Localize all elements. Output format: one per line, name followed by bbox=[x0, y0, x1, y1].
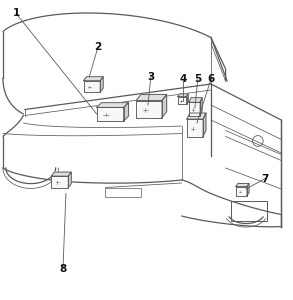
Polygon shape bbox=[247, 183, 249, 196]
Polygon shape bbox=[187, 113, 206, 119]
Text: 5: 5 bbox=[194, 74, 201, 85]
Polygon shape bbox=[68, 172, 71, 188]
Polygon shape bbox=[189, 98, 202, 102]
Bar bbox=[231, 201, 267, 220]
Polygon shape bbox=[136, 94, 167, 100]
Polygon shape bbox=[124, 103, 129, 121]
Polygon shape bbox=[84, 77, 103, 81]
Polygon shape bbox=[189, 102, 200, 116]
Polygon shape bbox=[51, 172, 71, 176]
Polygon shape bbox=[200, 98, 202, 116]
Text: 3: 3 bbox=[147, 71, 154, 82]
Polygon shape bbox=[203, 113, 206, 136]
Polygon shape bbox=[84, 81, 100, 92]
Polygon shape bbox=[97, 103, 129, 107]
Text: 6: 6 bbox=[207, 74, 214, 85]
Bar bbox=[105, 188, 141, 196]
Text: 1: 1 bbox=[13, 8, 20, 19]
Polygon shape bbox=[136, 100, 162, 118]
Polygon shape bbox=[187, 119, 203, 136]
Text: 7: 7 bbox=[261, 173, 269, 184]
Text: 2: 2 bbox=[95, 41, 102, 52]
Text: 8: 8 bbox=[59, 263, 67, 274]
Polygon shape bbox=[178, 97, 187, 104]
Polygon shape bbox=[51, 176, 68, 188]
Polygon shape bbox=[187, 94, 188, 104]
Polygon shape bbox=[100, 77, 103, 92]
Text: 4: 4 bbox=[179, 74, 187, 85]
Polygon shape bbox=[162, 94, 167, 118]
Polygon shape bbox=[236, 183, 249, 187]
Polygon shape bbox=[236, 187, 247, 196]
Polygon shape bbox=[97, 107, 124, 121]
Polygon shape bbox=[178, 94, 188, 97]
